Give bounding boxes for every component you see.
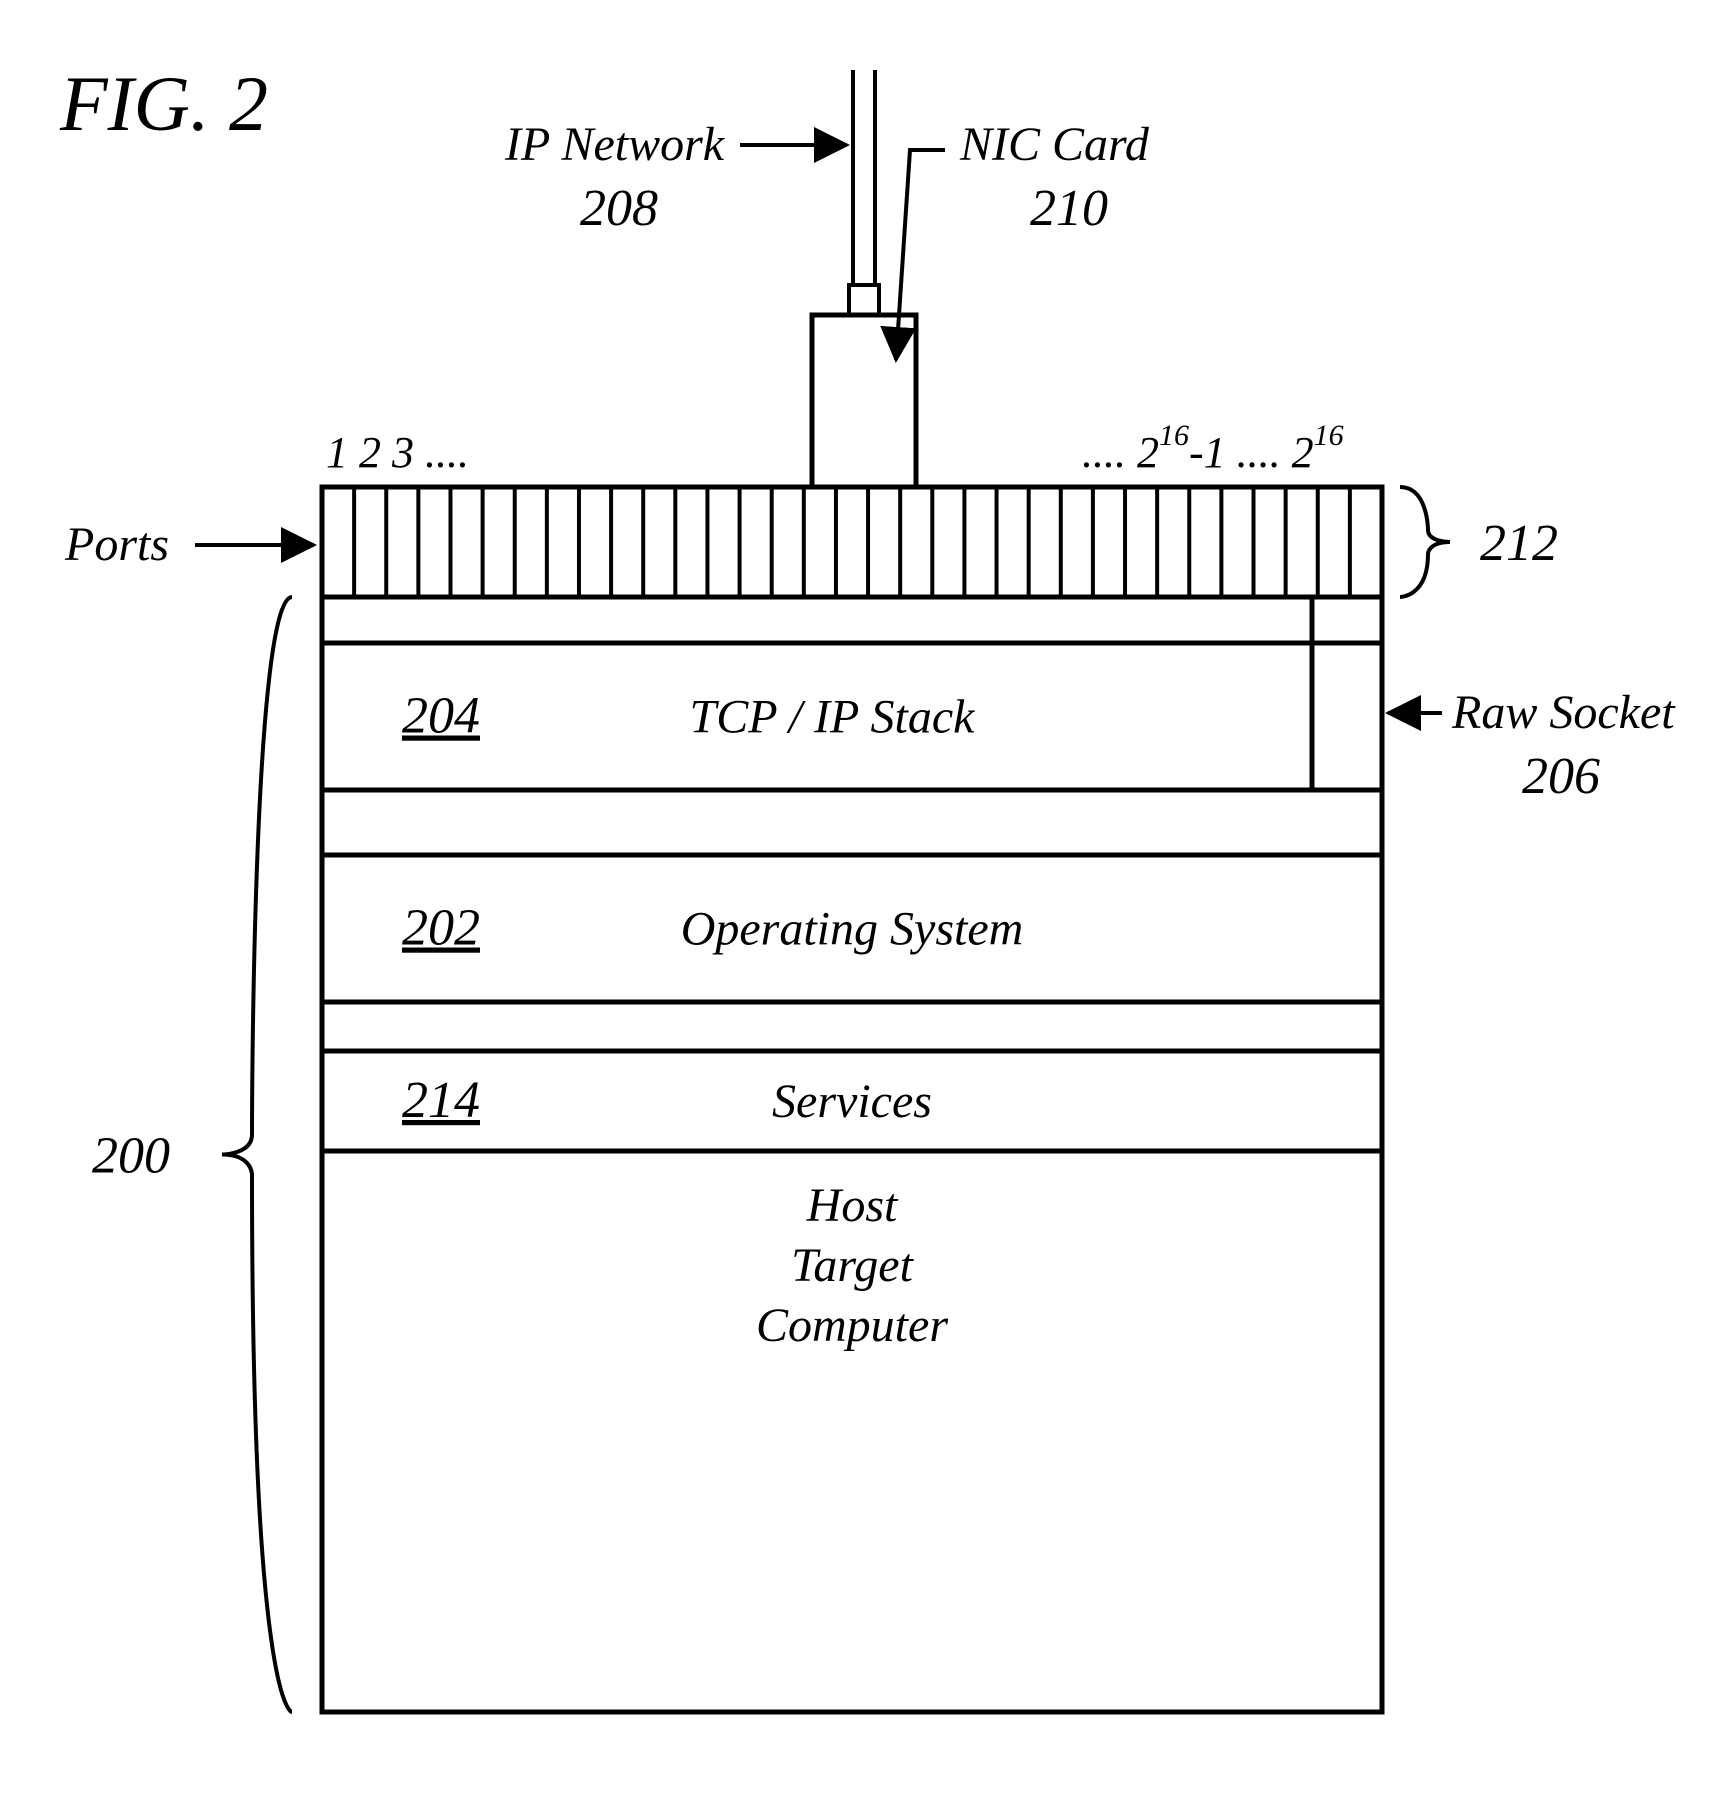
port-range-end: .... 216-1 .... 216 — [1082, 419, 1344, 477]
figure-title: FIG. 2 — [59, 60, 268, 147]
svc-label: Services — [772, 1075, 932, 1128]
ports-label: Ports — [64, 518, 169, 571]
host-line1: Host — [806, 1179, 899, 1232]
ip-network-label: IP Network — [504, 118, 726, 171]
raw-socket-label: Raw Socket — [1451, 686, 1676, 739]
raw-socket-ref: 206 — [1522, 748, 1600, 805]
tcpip-ref: 204 — [402, 688, 480, 745]
os-label: Operating System — [681, 903, 1024, 956]
nic-card-ref: 210 — [1030, 180, 1108, 237]
tcpip-label: TCP / IP Stack — [690, 691, 977, 744]
ports-ref: 212 — [1480, 515, 1558, 572]
port-range-start: 1 2 3 .... — [326, 428, 469, 477]
host-ref: 200 — [92, 1128, 170, 1185]
host-line3: Computer — [756, 1299, 948, 1352]
ip-network-ref: 208 — [580, 180, 658, 237]
nic-card-label: NIC Card — [959, 118, 1150, 171]
figure-diagram: FIG. 2 IP Network 208 NIC Card 210 1 2 3 ....… — [0, 0, 1716, 1802]
host-line2: Target — [791, 1239, 914, 1292]
svc-ref: 214 — [402, 1072, 480, 1129]
os-ref: 202 — [402, 900, 480, 957]
